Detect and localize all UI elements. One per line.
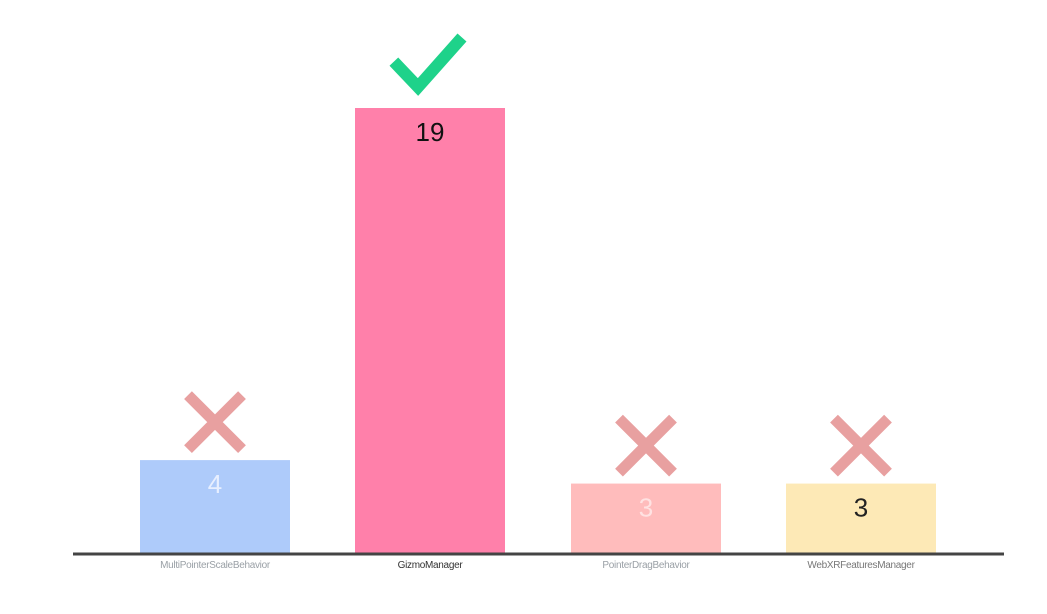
value-label-webxrfeaturesmanager: 3 (854, 493, 868, 523)
bar-webxrfeaturesmanager (786, 483, 936, 554)
category-label-pointerdragbehavior: PointerDragBehavior (602, 560, 690, 571)
value-label-pointerdragbehavior: 3 (639, 493, 653, 523)
cross-icon (184, 391, 246, 453)
bars-layer (140, 108, 936, 554)
value-label-multipointerscalebehavior: 4 (208, 469, 222, 499)
bar-pointerdragbehavior (571, 483, 721, 554)
category-label-multipointerscalebehavior: MultiPointerScaleBehavior (160, 560, 271, 571)
bar-gizmomanager (355, 108, 505, 554)
category-label-webxrfeaturesmanager: WebXRFeaturesManager (807, 560, 915, 571)
value-label-gizmomanager: 19 (416, 117, 445, 147)
check-icon (389, 33, 467, 96)
cross-icon (830, 414, 892, 477)
cross-icon (615, 414, 677, 477)
bar-multipointerscalebehavior (140, 460, 290, 554)
markers-layer (184, 33, 892, 477)
labels-layer: 4 MultiPointerScaleBehavior 19 GizmoManager… (160, 117, 916, 571)
category-label-gizmomanager: GizmoManager (398, 560, 464, 571)
